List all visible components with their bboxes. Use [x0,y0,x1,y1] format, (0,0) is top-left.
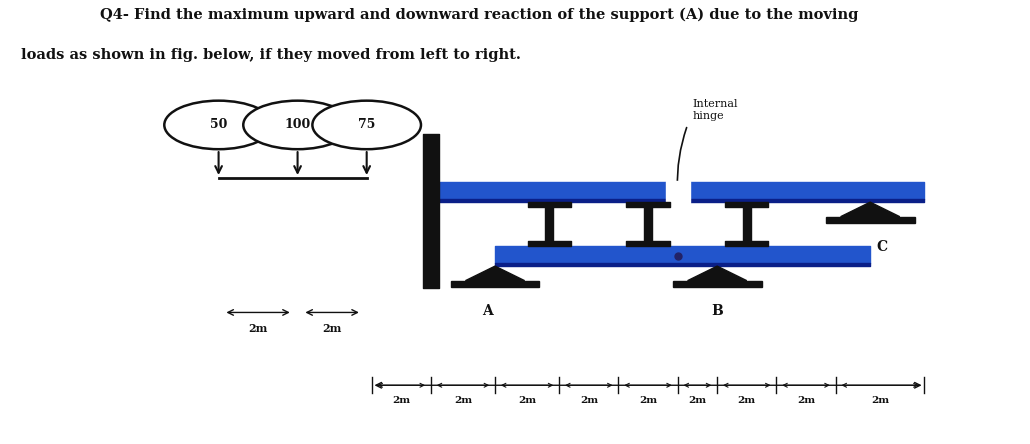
Text: 2m: 2m [322,324,342,334]
Circle shape [243,101,352,149]
Text: 2m: 2m [392,396,410,405]
Text: 2m: 2m [248,324,268,334]
Text: Q4- Find the maximum upward and downward reaction of the support (A) due to the : Q4- Find the maximum upward and downward… [100,8,858,22]
Text: A: A [482,304,492,317]
Polygon shape [688,266,747,281]
Text: 2m: 2m [871,396,889,405]
Circle shape [312,101,421,149]
Text: 2m: 2m [797,396,815,405]
Bar [450,281,540,287]
Bar [673,281,761,287]
Text: loads as shown in fig. below, if they moved from left to right.: loads as shown in fig. below, if they mo… [22,48,521,62]
Text: C: C [877,240,888,254]
Text: 2m: 2m [454,396,472,405]
Bar [826,217,915,222]
Text: 2m: 2m [580,396,597,405]
Text: 2m: 2m [737,396,756,405]
Text: 2m: 2m [639,396,657,405]
Text: 50: 50 [210,119,228,131]
Circle shape [165,101,273,149]
Text: 2m: 2m [518,396,537,405]
Text: Internal
hinge: Internal hinge [692,99,737,120]
Polygon shape [840,202,900,217]
Text: B: B [712,304,723,317]
Text: 2m: 2m [688,396,707,405]
Polygon shape [466,266,524,281]
Text: 100: 100 [284,119,311,131]
Text: 75: 75 [358,119,375,131]
